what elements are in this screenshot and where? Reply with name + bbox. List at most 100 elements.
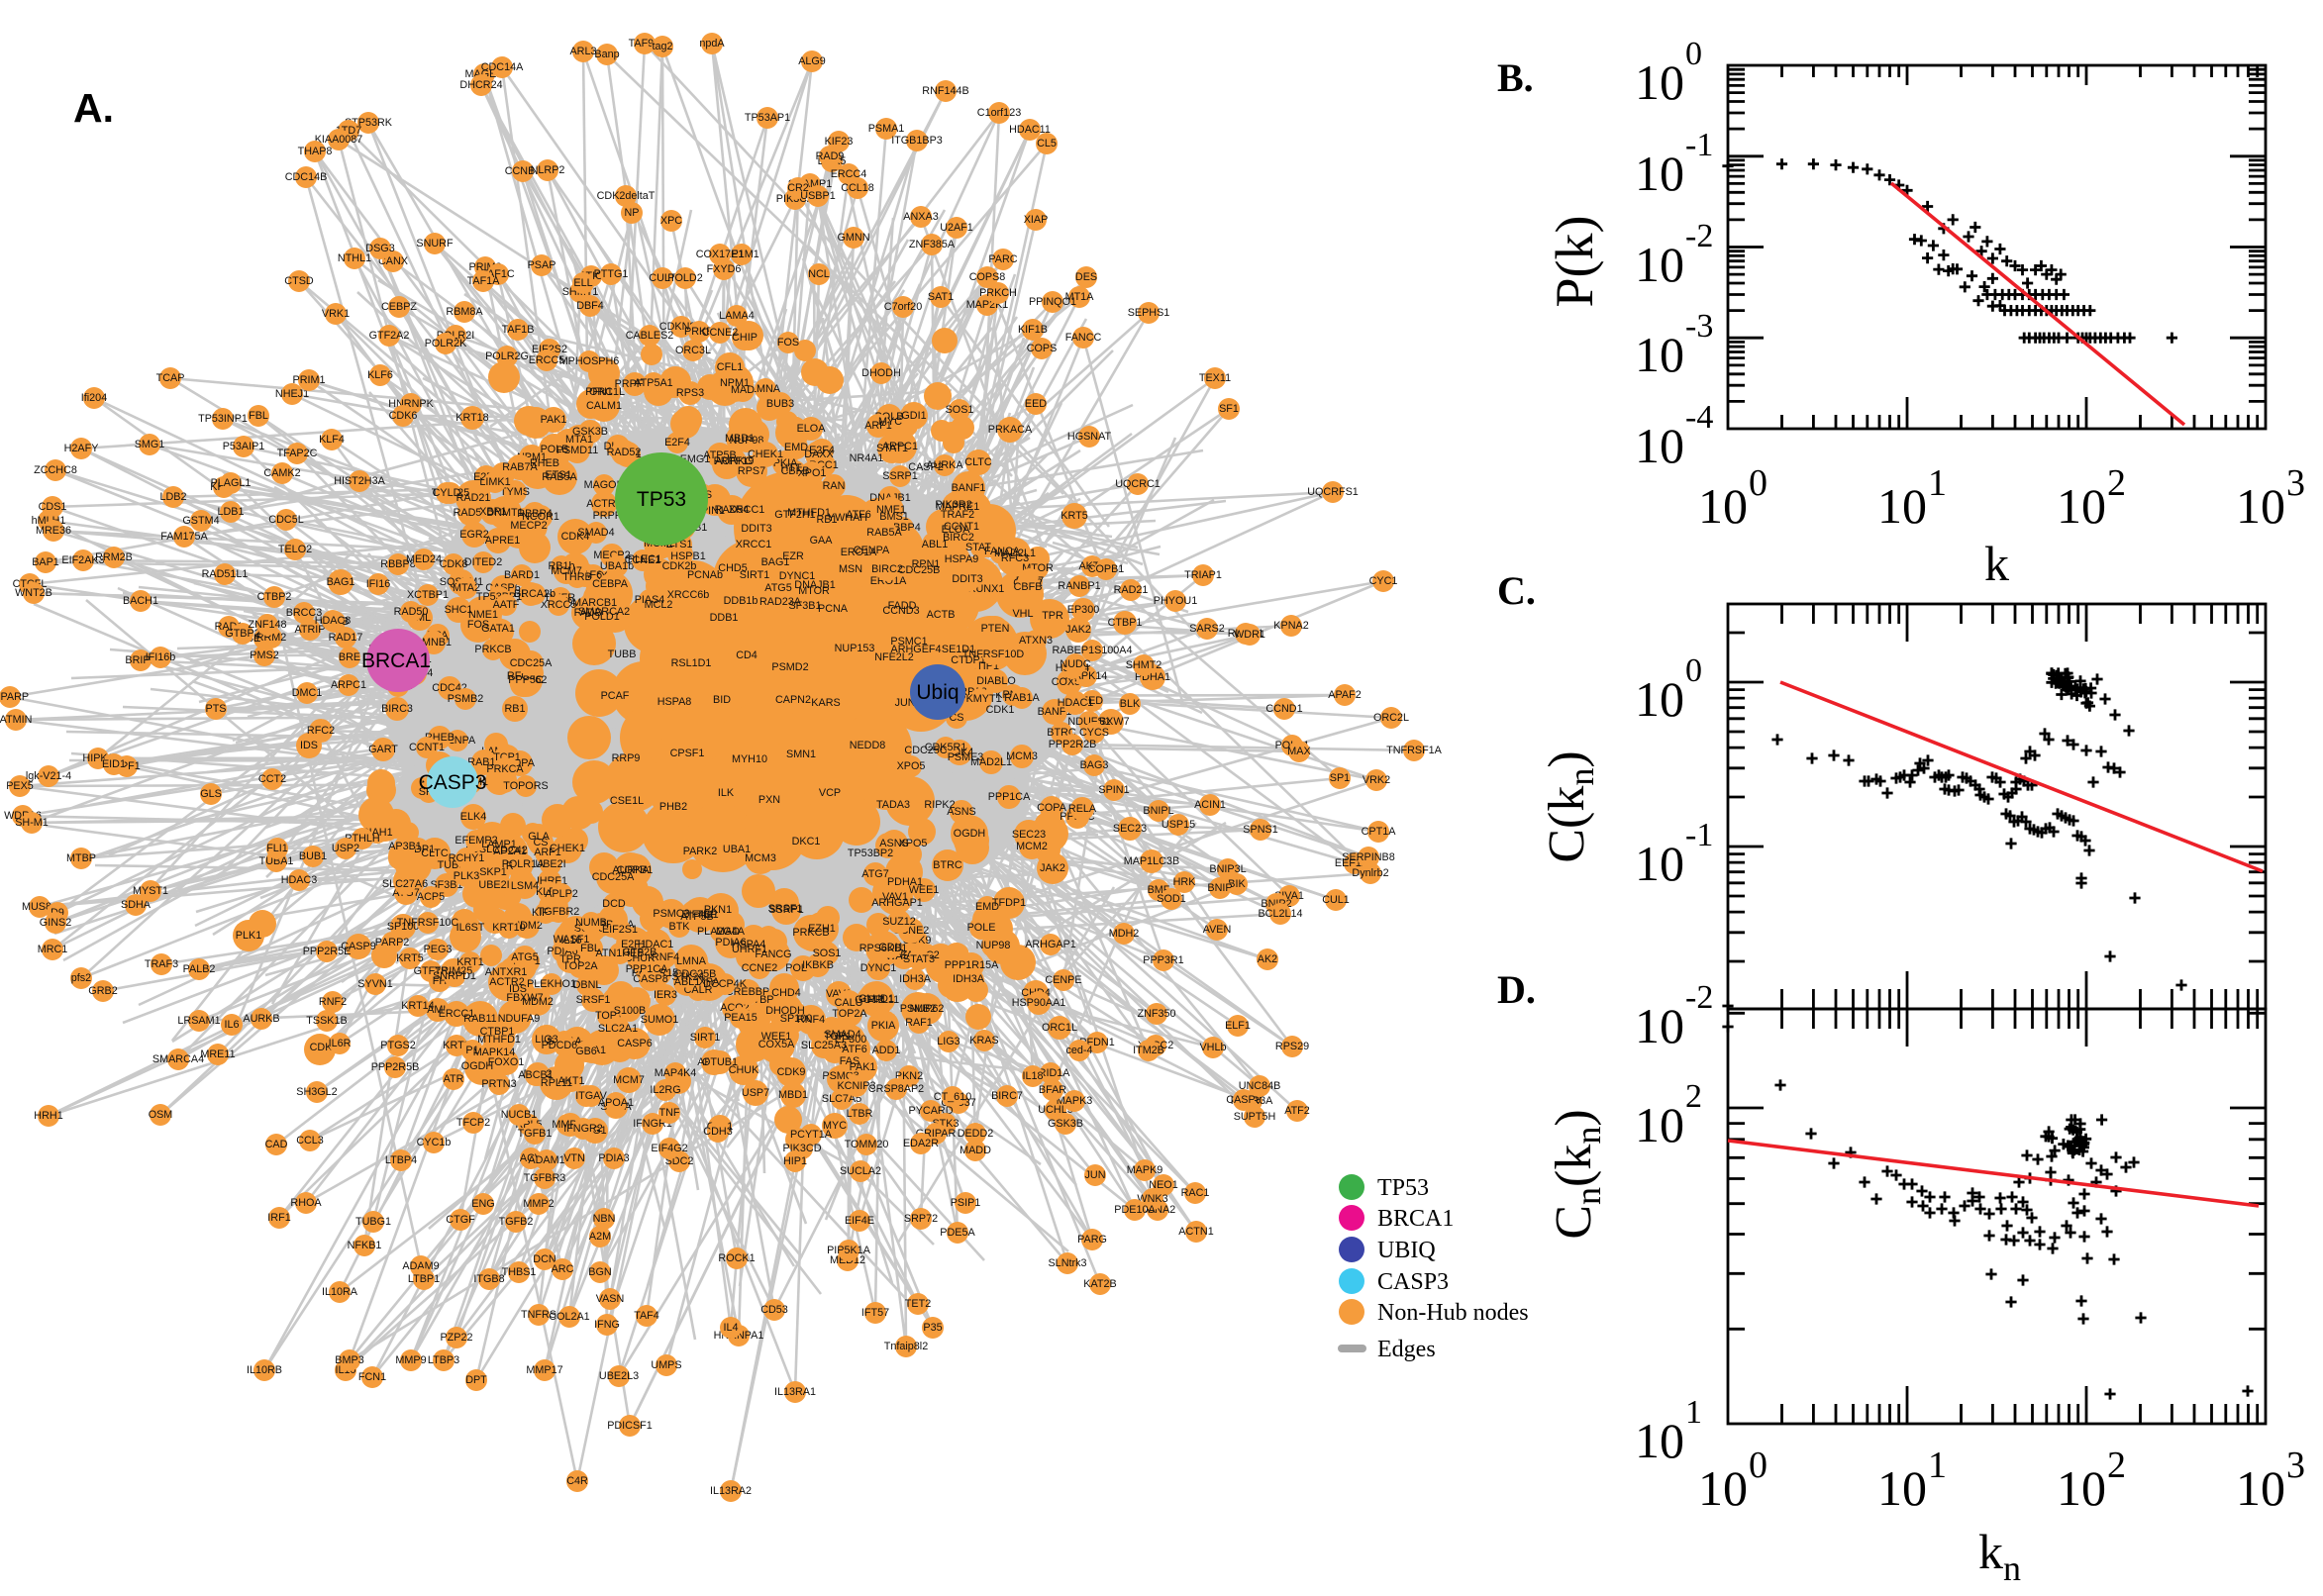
svg-text:BUB3: BUB3 [766, 398, 794, 410]
svg-text:TRAF2: TRAF2 [941, 509, 974, 521]
svg-text:YWHAH: YWHAH [828, 512, 867, 524]
svg-text:-3: -3 [1685, 308, 1713, 345]
svg-text:MRE11: MRE11 [200, 1048, 235, 1060]
svg-text:MRC1: MRC1 [38, 944, 68, 955]
svg-text:SMARCA4: SMARCA4 [152, 1053, 204, 1065]
svg-text:HSPB1: HSPB1 [670, 550, 705, 562]
svg-text:k: k [1984, 536, 2009, 591]
svg-text:NTHL1: NTHL1 [338, 252, 371, 264]
svg-text:ORC1L: ORC1L [1042, 1022, 1077, 1034]
svg-text:TAF1A: TAF1A [467, 275, 501, 287]
svg-text:RAC1: RAC1 [1181, 1187, 1210, 1199]
svg-text:Banp: Banp [594, 49, 619, 60]
svg-text:PIK3CD: PIK3CD [782, 1143, 821, 1154]
svg-text:HDAC3: HDAC3 [281, 874, 318, 886]
svg-text:CASP6: CASP6 [617, 1038, 652, 1049]
svg-text:ROCK1: ROCK1 [718, 1252, 755, 1264]
svg-text:RAB5A: RAB5A [866, 527, 902, 539]
svg-text:PCAF: PCAF [601, 690, 630, 702]
svg-text:TEX11: TEX11 [1199, 372, 1231, 384]
svg-text:CEBPZ: CEBPZ [381, 301, 417, 313]
svg-text:BANF1: BANF1 [952, 482, 986, 494]
svg-text:0: 0 [1749, 1445, 1768, 1486]
svg-text:PMS2: PMS2 [250, 649, 278, 661]
svg-text:SUMO1: SUMO1 [641, 1014, 678, 1026]
svg-text:CCND3: CCND3 [882, 605, 919, 617]
svg-text:KRT5: KRT5 [396, 952, 423, 964]
svg-text:UQCRFS1: UQCRFS1 [1307, 486, 1359, 498]
svg-text:SEPHS1: SEPHS1 [1128, 307, 1170, 319]
svg-text:SP1: SP1 [1330, 772, 1350, 784]
svg-text:NUDC: NUDC [1060, 658, 1090, 670]
svg-text:XIAP: XIAP [1024, 214, 1049, 226]
svg-text:TRIM25: TRIM25 [435, 965, 472, 977]
svg-text:MYC: MYC [878, 416, 902, 428]
svg-text:SOD1: SOD1 [1157, 893, 1185, 905]
svg-text:TADA3: TADA3 [876, 799, 910, 811]
svg-text:BRCA1: BRCA1 [1377, 1206, 1454, 1232]
svg-text:TUBG1: TUBG1 [355, 1216, 391, 1228]
svg-text:JAK2: JAK2 [1065, 624, 1091, 636]
svg-text:ELF1: ELF1 [1225, 1020, 1251, 1032]
svg-text:3: 3 [2286, 462, 2305, 504]
svg-text:CTBP2: CTBP2 [257, 591, 292, 603]
svg-text:PLEKHO1: PLEKHO1 [527, 978, 576, 990]
svg-text:MPHOSPH6: MPHOSPH6 [559, 355, 620, 367]
svg-text:HGSNAT: HGSNAT [1067, 431, 1112, 443]
svg-text:SPIN1: SPIN1 [1098, 784, 1129, 796]
svg-text:RHOA: RHOA [290, 1197, 322, 1209]
svg-text:PARC: PARC [988, 253, 1017, 265]
svg-text:FXYD6: FXYD6 [707, 263, 742, 275]
svg-text:1: 1 [1928, 462, 1947, 504]
svg-text:TSSK1B: TSSK1B [306, 1015, 347, 1027]
svg-text:SE1D1: SE1D1 [942, 644, 975, 655]
svg-text:GART: GART [368, 744, 398, 755]
svg-text:BCL2L14: BCL2L14 [1258, 908, 1302, 920]
svg-text:PSMB2: PSMB2 [448, 693, 484, 705]
svg-text:PSAP: PSAP [528, 259, 556, 271]
svg-text:LIMK1: LIMK1 [479, 476, 510, 488]
svg-text:KRT18: KRT18 [455, 412, 488, 424]
svg-text:-4: -4 [1685, 399, 1713, 436]
svg-text:CENPE: CENPE [1045, 974, 1081, 986]
svg-text:C1orf123: C1orf123 [977, 107, 1021, 119]
svg-text:2: 2 [1685, 1078, 1702, 1115]
svg-text:RABEP1S100A4: RABEP1S100A4 [1052, 645, 1132, 656]
svg-text:RRM2B: RRM2B [95, 551, 133, 563]
svg-text:ZNF148: ZNF148 [248, 619, 286, 631]
svg-text:MTBP: MTBP [66, 852, 96, 864]
svg-text:GMNN: GMNN [838, 232, 870, 244]
svg-text:POLR2K: POLR2K [425, 338, 467, 349]
svg-text:USP7: USP7 [742, 1087, 769, 1099]
svg-text:BARD1: BARD1 [504, 569, 540, 581]
svg-text:PEA15: PEA15 [724, 1012, 758, 1024]
svg-text:-1: -1 [1685, 817, 1713, 853]
svg-text:PEG3: PEG3 [424, 944, 453, 955]
svg-text:BMP3: BMP3 [335, 1354, 363, 1366]
svg-text:MECP2: MECP2 [510, 520, 547, 532]
svg-text:RPL11: RPL11 [541, 1077, 572, 1089]
svg-text:PARK2: PARK2 [683, 846, 718, 857]
svg-text:Edges: Edges [1377, 1337, 1436, 1362]
svg-text:CCT2: CCT2 [258, 773, 286, 785]
svg-text:PDIA6: PDIA6 [715, 937, 746, 948]
svg-text:C4R: C4R [566, 1475, 588, 1487]
svg-text:SEC23: SEC23 [1012, 829, 1046, 841]
svg-text:NR4A1: NR4A1 [850, 452, 884, 464]
svg-text:LTBP1: LTBP1 [408, 1273, 440, 1285]
svg-text:MMP2: MMP2 [523, 1198, 554, 1210]
svg-text:-2: -2 [1685, 979, 1713, 1016]
svg-text:EIF4G2: EIF4G2 [651, 1143, 687, 1154]
svg-text:CAD: CAD [265, 1139, 288, 1150]
svg-text:RAD9: RAD9 [816, 150, 845, 162]
svg-text:GSTM4: GSTM4 [182, 515, 219, 527]
svg-text:NUP153: NUP153 [835, 643, 875, 654]
svg-text:FLI1: FLI1 [266, 843, 288, 854]
svg-text:RAD50: RAD50 [394, 606, 429, 618]
svg-text:RRP9: RRP9 [612, 752, 641, 764]
svg-text:HSP90AA1: HSP90AA1 [1012, 997, 1066, 1009]
svg-text:SIRT1: SIRT1 [690, 1032, 720, 1044]
svg-text:CDC25A: CDC25A [592, 871, 635, 883]
svg-text:IL13RA1: IL13RA1 [774, 1386, 816, 1398]
svg-text:RAD21: RAD21 [1114, 584, 1149, 596]
